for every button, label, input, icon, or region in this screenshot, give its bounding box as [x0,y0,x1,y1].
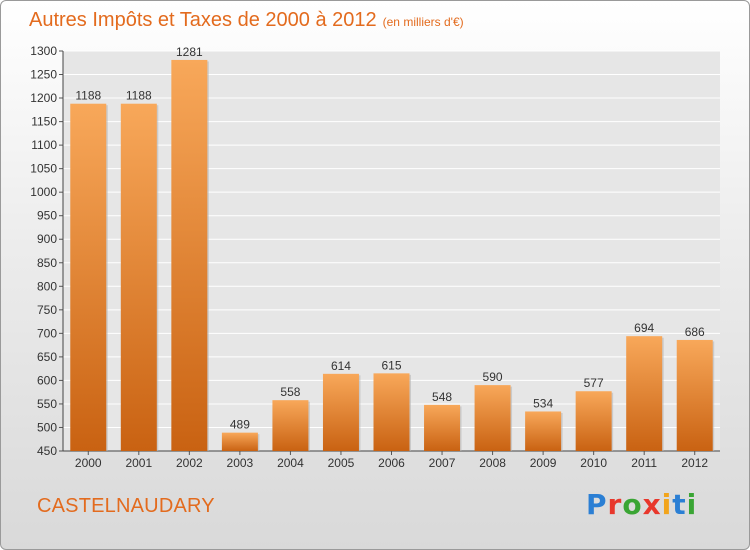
bar [575,391,612,451]
bar [626,336,663,451]
bar [272,400,309,451]
y-tick-label: 750 [37,303,57,317]
bar-value-label: 1188 [75,89,101,103]
bar [424,404,461,451]
y-tick-label: 600 [37,373,57,387]
x-tick-label: 2008 [479,456,506,470]
logo-letter: i [661,488,673,521]
chart-unit: (en milliers d'€) [382,15,464,29]
x-tick-label: 2011 [631,456,657,470]
y-tick-label: 950 [37,209,57,223]
x-tick-label: 2005 [328,456,355,470]
bar [676,339,713,451]
y-tick-label: 1250 [30,68,57,82]
y-tick-label: 1200 [30,91,57,105]
logo-letter: r [607,488,623,521]
x-tick-label: 2007 [429,456,456,470]
y-tick-label: 650 [37,350,57,364]
bar [120,103,157,452]
y-tick-label: 700 [37,326,57,340]
logo-letter: P [586,488,608,521]
logo-letter: o [622,488,643,521]
bar-value-label: 694 [634,321,654,335]
y-tick-label: 1150 [31,115,57,129]
logo-letter: i [686,488,698,521]
bar [474,385,511,451]
proxiti-logo: Proxiti [586,488,697,521]
chart-title: Autres Impôts et Taxes de 2000 à 2012 (en… [29,9,464,32]
bar-value-label: 1188 [126,89,152,103]
x-tick-label: 2002 [176,456,203,470]
bar-value-label: 1281 [176,45,203,59]
y-tick-label: 900 [37,232,57,246]
x-tick-label: 2012 [681,456,708,470]
bar-value-label: 534 [533,396,553,410]
bar-value-label: 577 [584,376,604,390]
y-tick-label: 550 [37,397,57,411]
bar [322,373,359,451]
y-tick-label: 1300 [30,44,57,58]
y-tick-label: 500 [37,420,57,434]
logo-letter: t [672,488,687,521]
bar-value-label: 686 [685,325,705,339]
y-tick-label: 1100 [31,138,57,152]
bar [70,103,107,452]
bar [373,373,410,451]
x-tick-label: 2009 [530,456,557,470]
y-tick-label: 800 [37,279,57,293]
x-tick-label: 2000 [75,456,102,470]
bar-value-label: 548 [432,390,452,404]
bar [525,411,562,451]
chart-title-text: Autres Impôts et Taxes de 2000 à 2012 [29,9,377,31]
x-tick-label: 2004 [277,456,304,470]
x-tick-label: 2001 [125,456,152,470]
x-tick-label: 2010 [580,456,607,470]
y-tick-label: 1050 [30,162,57,176]
y-tick-label: 1000 [30,185,57,199]
logo-letter: x [642,488,662,521]
bar-value-label: 615 [381,358,401,372]
bar-value-label: 558 [280,385,300,399]
x-tick-label: 2003 [227,456,254,470]
x-tick-label: 2006 [378,456,405,470]
bar [171,59,208,452]
bar-value-label: 590 [483,370,503,384]
bar-value-label: 489 [230,418,250,432]
y-tick-label: 450 [37,444,57,458]
bar [221,432,258,451]
city-name: CASTELNAUDARY [37,495,215,517]
y-tick-label: 850 [37,256,57,270]
bar-value-label: 614 [331,359,351,373]
